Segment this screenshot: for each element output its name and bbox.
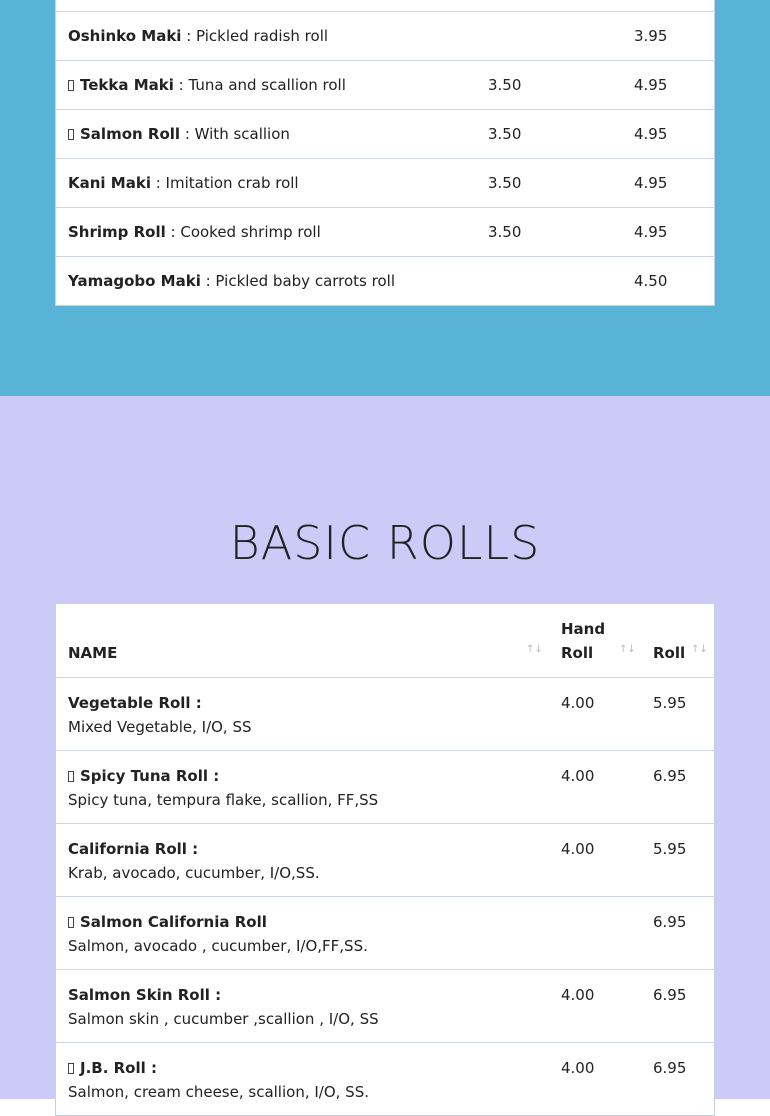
item-desc: : Pickled baby carrots roll [200, 272, 395, 290]
item-desc: Salmon skin , cucumber ,scallion , I/O, … [68, 1010, 379, 1028]
roll-price: 6.95 [653, 913, 687, 931]
section-title: BASIC ROLLS [229, 516, 541, 570]
table-row: Oshinko Maki : Pickled radish roll 3.95 [56, 11, 714, 60]
hand-price: 3.50 [488, 125, 522, 143]
hand-price: 4.00 [561, 1059, 595, 1077]
item-name: Tekka Maki [80, 76, 174, 94]
item-desc: Mixed Vegetable, I/O, SS [68, 718, 252, 736]
item-desc: : Cooked shrimp roll [165, 223, 321, 241]
item-desc: : With scallion [180, 125, 290, 143]
item-name-cell: J.B. Roll : [68, 1059, 157, 1077]
item-name-cell: Spicy Tuna Roll : [68, 767, 219, 785]
table-row: Spicy Tuna Roll : Spicy tuna, tempura fl… [56, 750, 714, 823]
missing-glyph-icon [68, 917, 74, 928]
missing-glyph-icon [68, 129, 74, 140]
table-row [56, 0, 714, 11]
missing-glyph-icon [68, 771, 74, 782]
sort-icon[interactable]: ↑↓ [526, 644, 543, 655]
item-name-cell: Salmon Roll : With scallion [68, 125, 290, 143]
item-name: Spicy Tuna Roll : [80, 767, 220, 785]
sort-icon[interactable]: ↑↓ [691, 644, 708, 655]
table-row: Tekka Maki : Tuna and scallion roll 3.50… [56, 60, 714, 109]
roll-price: 6.95 [653, 767, 687, 785]
roll-price: 4.95 [634, 223, 668, 241]
roll-price: 4.50 [634, 272, 668, 290]
item-name-cell: Oshinko Maki : Pickled radish roll [68, 27, 328, 45]
roll-price: 4.95 [634, 76, 668, 94]
hand-price: 3.50 [488, 223, 522, 241]
table-row: Salmon Roll : With scallion 3.50 4.95 [56, 109, 714, 158]
table-row: Salmon Skin Roll : Salmon skin , cucumbe… [56, 969, 714, 1042]
item-name: Salmon California Roll [80, 913, 267, 931]
item-name: Salmon Skin Roll : [68, 986, 222, 1004]
header-name[interactable]: NAME [68, 644, 118, 662]
header-hand[interactable]: Hand [561, 620, 606, 638]
sort-icon[interactable]: ↑↓ [619, 644, 636, 655]
maki-table: Oshinko Maki : Pickled radish roll 3.95 … [55, 0, 715, 306]
item-name: California Roll : [68, 840, 199, 858]
item-desc: : Imitation crab roll [150, 174, 299, 192]
table-row: Shrimp Roll : Cooked shrimp roll 3.50 4.… [56, 207, 714, 256]
hand-price: 3.50 [488, 76, 522, 94]
item-name: Oshinko Maki [68, 27, 182, 45]
hand-price: 4.00 [561, 986, 595, 1004]
item-name-cell: Vegetable Roll : [68, 694, 202, 712]
item-name-cell: Tekka Maki : Tuna and scallion roll [68, 76, 346, 94]
header-hand-2[interactable]: Roll [561, 644, 594, 662]
roll-price: 5.95 [653, 840, 687, 858]
item-name-cell: Shrimp Roll : Cooked shrimp roll [68, 223, 321, 241]
item-desc: Salmon, cream cheese, scallion, I/O, SS. [68, 1083, 369, 1101]
hand-price: 3.50 [488, 174, 522, 192]
table-row: Yamagobo Maki : Pickled baby carrots rol… [56, 256, 714, 305]
item-name: J.B. Roll : [80, 1059, 157, 1077]
item-name-cell: Yamagobo Maki : Pickled baby carrots rol… [68, 272, 395, 290]
missing-glyph-icon [68, 1063, 74, 1074]
roll-price: 5.95 [653, 694, 687, 712]
item-name-cell: California Roll : [68, 840, 198, 858]
table-header: NAME ↑↓ Hand Roll ↑↓ Roll ↑↓ [56, 604, 714, 677]
table-row: Salmon California Roll Salmon, avocado ,… [56, 896, 714, 969]
item-desc: Spicy tuna, tempura flake, scallion, FF,… [68, 791, 379, 809]
item-name-cell: Salmon California Roll [68, 913, 267, 931]
hand-price: 4.00 [561, 694, 595, 712]
roll-price: 4.95 [634, 174, 668, 192]
item-desc: : Pickled radish roll [181, 27, 329, 45]
item-name: Shrimp Roll [68, 223, 166, 241]
table-row: J.B. Roll : Salmon, cream cheese, scalli… [56, 1042, 714, 1115]
roll-price: 6.95 [653, 986, 687, 1004]
item-name-cell: Salmon Skin Roll : [68, 986, 221, 1004]
missing-glyph-icon [68, 80, 74, 91]
roll-price: 3.95 [634, 27, 668, 45]
roll-price: 4.95 [634, 125, 668, 143]
hand-price: 4.00 [561, 840, 595, 858]
item-name: Kani Maki [68, 174, 151, 192]
roll-price: 6.95 [653, 1059, 687, 1077]
basic-rolls-table: NAME ↑↓ Hand Roll ↑↓ Roll ↑↓ Vegetable R… [55, 603, 715, 1116]
hand-price: 4.00 [561, 767, 595, 785]
item-desc: : Tuna and scallion roll [173, 76, 346, 94]
item-name: Vegetable Roll : [68, 694, 202, 712]
header-roll[interactable]: Roll [653, 644, 686, 662]
item-name: Yamagobo Maki [68, 272, 201, 290]
table-row: Kani Maki : Imitation crab roll 3.50 4.9… [56, 158, 714, 207]
table-row: California Roll : Krab, avocado, cucumbe… [56, 823, 714, 896]
item-desc: Krab, avocado, cucumber, I/O,SS. [68, 864, 320, 882]
table-row: Vegetable Roll : Mixed Vegetable, I/O, S… [56, 677, 714, 750]
item-name: Salmon Roll [80, 125, 181, 143]
basic-rolls-section: BASIC ROLLS NAME ↑↓ Hand Roll ↑↓ Roll ↑↓… [0, 396, 770, 1116]
item-name-cell: Kani Maki : Imitation crab roll [68, 174, 299, 192]
maki-section: Oshinko Maki : Pickled radish roll 3.95 … [0, 0, 770, 396]
item-desc: Salmon, avocado , cucumber, I/O,FF,SS. [68, 937, 368, 955]
